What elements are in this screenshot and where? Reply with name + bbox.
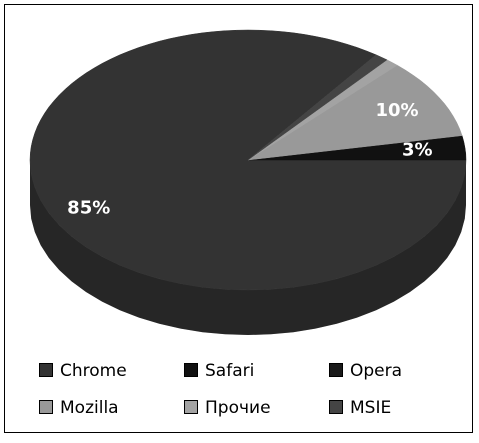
legend-swatch [39,363,53,377]
legend-swatch [329,400,343,414]
legend-label: Chrome [60,361,127,381]
legend-swatch [184,363,198,377]
legend-swatch [329,363,343,377]
legend-swatch [39,400,53,414]
legend-label: MSIE [350,398,391,418]
legend-label: Opera [350,361,402,381]
pie-slice [247,64,463,161]
data-label: 3% [402,139,433,160]
pie-side [30,160,466,335]
data-label: 85% [67,197,110,218]
legend-label: Mozilla [60,398,119,418]
legend-swatch [184,400,198,414]
data-label: 10% [375,100,418,121]
pie-slice [247,54,388,161]
pie-side-shade [30,160,466,335]
legend-label: Safari [205,361,254,381]
legend-label: Прочие [205,398,271,418]
